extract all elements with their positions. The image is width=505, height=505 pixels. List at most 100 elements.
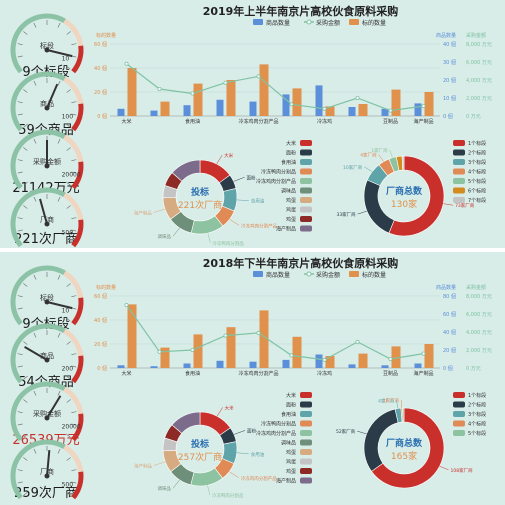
y-tick-right-count: 60 個 <box>443 311 456 318</box>
bar-vendor-count <box>226 327 236 368</box>
gauge-hub <box>44 221 50 227</box>
x-tick-label: 冷冻鸡 <box>317 118 332 125</box>
gauge-hub <box>44 47 50 53</box>
bar-vendor-count <box>358 104 368 116</box>
gauge-value-vendors: 259次厂商 <box>14 486 78 501</box>
line-amount-point <box>124 303 129 308</box>
gauge-tick <box>23 491 28 496</box>
axis-title-right-amount: 采购金额 <box>466 284 486 291</box>
callout-line <box>153 208 166 213</box>
gauge-tick <box>17 295 23 297</box>
y-tick-left: 40 個 <box>94 317 107 324</box>
donut-legend-swatch <box>300 458 312 465</box>
gauge-tick <box>23 123 28 128</box>
donut-center-value: 257次厂商 <box>178 451 222 463</box>
legend-label: 商品数量 <box>266 271 290 279</box>
callout-line <box>236 199 249 201</box>
donut-legend-label: 3个标段 <box>468 411 486 418</box>
callout-label: 调味品 <box>158 233 172 240</box>
callout-label: 冷冻鸭肉分割品 <box>212 240 244 247</box>
bar-product-count <box>414 363 422 368</box>
donut-legend-swatch <box>300 392 312 398</box>
gauge-tick <box>71 295 77 297</box>
gauge-tick <box>57 22 61 28</box>
chart-canvas: 10标段200商品20000采购金额500厂商商品数量采购金额标的数量标的数量商… <box>10 265 492 500</box>
callout-line <box>229 471 239 478</box>
gauge-tick <box>33 332 37 338</box>
y-tick-right-count: 0 個 <box>443 365 453 372</box>
x-tick-label: 海产制品 <box>413 370 433 377</box>
donut-legend-label: 5个标段 <box>468 178 486 185</box>
callout-line <box>396 400 399 409</box>
gauge-tick <box>57 448 61 454</box>
donut-center-title: 投标 <box>191 438 209 450</box>
x-tick-label: 大米 <box>121 370 131 377</box>
bar-vendor-count <box>325 106 335 116</box>
gauge-arc-red <box>71 355 84 384</box>
legend-swatch-dot <box>306 19 312 25</box>
gauge-tick <box>17 307 23 310</box>
legend-label: 采购金额 <box>316 271 340 279</box>
gauge-tick <box>23 433 28 438</box>
gauge-arc-mid <box>63 270 84 299</box>
donut-legend-swatch <box>453 401 465 408</box>
gauge-tick <box>57 274 61 280</box>
line-amount-point <box>157 87 162 92</box>
gauge-tick <box>33 80 37 86</box>
gauge-needle <box>39 198 48 225</box>
callout-label: 食用油 <box>251 198 265 205</box>
gauge-tick <box>66 433 71 438</box>
gauge-hub <box>44 473 50 479</box>
legend-swatch <box>253 271 263 277</box>
gauge-tick <box>23 181 28 186</box>
bar-vendor-count <box>226 80 236 116</box>
bar-product-count <box>282 94 290 116</box>
bar-vendor-count <box>325 356 335 368</box>
gauge-arc-mid <box>63 328 84 357</box>
callout-line <box>172 227 180 237</box>
donut-legend-swatch <box>300 477 312 484</box>
line-amount-point <box>421 104 426 109</box>
gauge-tick <box>17 217 23 219</box>
gauge-hub <box>44 357 50 363</box>
callout-label: 冷冻鸭肉分割品 <box>212 492 244 499</box>
bar-product-count <box>216 99 224 116</box>
gauge-value-vendors: 221次厂商 <box>14 232 78 247</box>
y-tick-left: 60 個 <box>94 41 107 48</box>
gauge-tick <box>71 217 77 219</box>
donut-slice-vendor <box>402 407 405 423</box>
donut-legend-label: 面粉 <box>286 150 296 157</box>
line-amount-point <box>124 61 129 66</box>
line-amount-point <box>322 357 327 362</box>
panel-title: 2019年上半年南京片高校伙食原料采购 <box>202 5 399 18</box>
x-tick-label: 冷冻鸡 <box>317 370 332 377</box>
gauge-tick <box>66 375 71 380</box>
y-tick-right-count: 80 個 <box>443 293 456 300</box>
y-tick-left: 20 個 <box>94 341 107 348</box>
line-amount-point <box>256 74 261 79</box>
gauge-tick <box>17 55 23 58</box>
donut-legend-label: 鸡蛋 <box>286 468 296 475</box>
donut-legend-label: 海产制品 <box>276 226 296 233</box>
donut-legend-label: 鸡蛋 <box>286 449 296 456</box>
axis-title-left: 标的数量 <box>96 284 116 291</box>
donut-legend-label: 6个标段 <box>468 188 486 195</box>
callout-line <box>364 166 373 172</box>
callout-line <box>378 154 384 162</box>
donut-center-value: 130家 <box>391 198 417 210</box>
x-tick-label: 大米 <box>121 118 131 125</box>
gauge-label: 标段 <box>40 293 54 302</box>
y-tick-right-amount: 4,000 万元 <box>466 78 492 84</box>
gauge-tick <box>23 457 28 461</box>
bar-vendor-count <box>358 353 368 368</box>
donut-legend-label: 冷冻鸡肉分割产品 <box>256 430 296 437</box>
line-amount <box>126 304 424 361</box>
y-tick-left: 20 個 <box>94 89 107 96</box>
callout-line <box>207 233 211 243</box>
legend-swatch <box>349 19 359 25</box>
donut-legend-label: 1个标段 <box>468 140 486 147</box>
donut-legend-swatch <box>453 411 465 417</box>
gauge-tick <box>71 229 77 232</box>
bar-product-count <box>348 364 356 368</box>
donut-legend-swatch <box>300 225 312 232</box>
